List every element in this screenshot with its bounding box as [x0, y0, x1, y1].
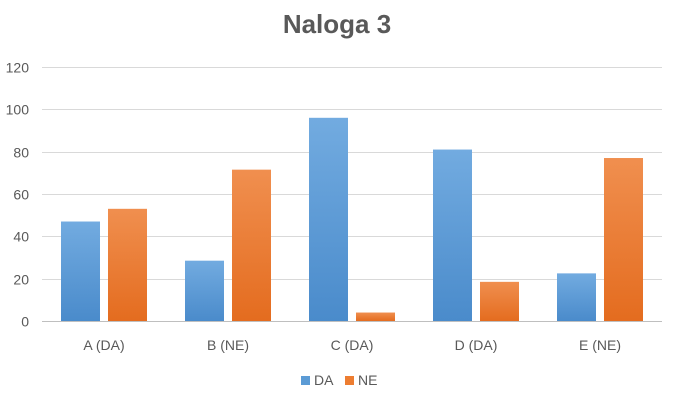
legend-swatch-ne — [345, 376, 354, 385]
x-tick-label: B (NE) — [207, 337, 249, 353]
y-tick-label: 100 — [6, 102, 30, 118]
legend-label-da: DA — [314, 372, 334, 388]
x-tick-label: E (NE) — [579, 337, 621, 353]
x-tick-label: D (DA) — [455, 337, 498, 353]
legend-swatch-da — [301, 376, 310, 385]
bar-da-1 — [185, 260, 224, 321]
y-tick-label: 0 — [21, 314, 29, 330]
bar-ne-1 — [232, 169, 271, 321]
bar-da-0 — [61, 221, 100, 321]
bar-da-3 — [433, 149, 472, 321]
x-axis-ticks: A (DA) B (NE) C (DA) D (DA) E (NE) — [83, 337, 621, 353]
x-tick-label: A (DA) — [83, 337, 124, 353]
y-axis-ticks: 0 20 40 60 80 100 120 — [6, 60, 30, 330]
bars — [61, 117, 643, 321]
y-tick-label: 60 — [13, 187, 29, 203]
y-tick-label: 80 — [13, 145, 29, 161]
chart-title: Naloga 3 — [283, 9, 391, 39]
bar-ne-3 — [480, 281, 519, 321]
y-tick-label: 40 — [13, 229, 29, 245]
bar-ne-0 — [108, 208, 147, 321]
y-tick-label: 120 — [6, 60, 30, 76]
legend-label-ne: NE — [358, 372, 377, 388]
bar-ne-4 — [604, 158, 643, 321]
y-tick-label: 20 — [13, 272, 29, 288]
x-tick-label: C (DA) — [331, 337, 374, 353]
bar-da-4 — [557, 273, 596, 321]
bar-da-2 — [309, 117, 348, 321]
bar-ne-2 — [356, 312, 395, 321]
legend: DA NE — [301, 372, 377, 388]
